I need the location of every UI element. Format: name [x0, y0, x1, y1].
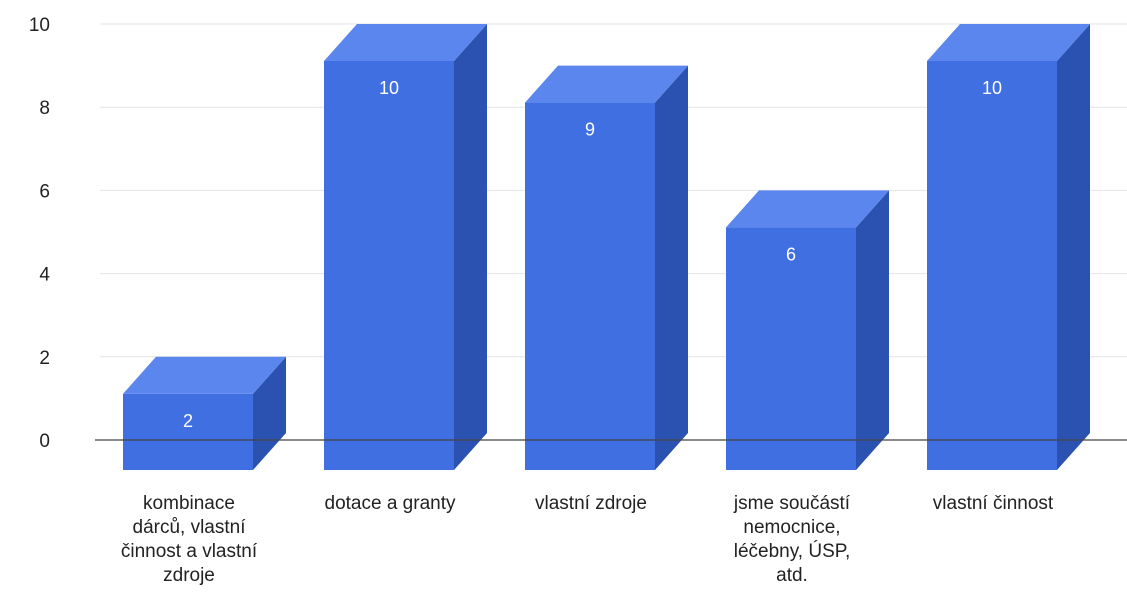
- x-axis-labels: kombinace dárců, vlastní činnost a vlastní…: [121, 493, 1054, 586]
- x-category-label: kombinace dárců, vlastní činnost a vlastní…: [121, 493, 258, 586]
- data-label: 2: [183, 411, 193, 431]
- y-tick-label: 2: [39, 348, 50, 369]
- y-tick-label: 10: [29, 15, 50, 36]
- x-category-label-line: vlastní zdroje: [535, 493, 647, 514]
- x-category-label-line: atd.: [776, 565, 808, 586]
- bar: 2: [123, 356, 286, 470]
- x-category-label-line: jsme součástí: [733, 493, 851, 514]
- bar-top: [525, 65, 688, 103]
- bar-front: [726, 227, 856, 470]
- bar-top: [123, 356, 286, 394]
- bar-top: [927, 24, 1090, 61]
- bar-front: [324, 61, 454, 470]
- bar-side: [856, 190, 889, 470]
- bar-top: [726, 190, 889, 228]
- bar-front: [525, 102, 655, 470]
- bar-side: [454, 24, 487, 470]
- y-tick-label: 8: [39, 98, 50, 119]
- x-category-label-line: činnost a vlastní: [121, 541, 258, 562]
- data-label: 10: [379, 78, 399, 98]
- y-axis: 0 2 4 6 8 10: [29, 15, 51, 452]
- x-category-label: jsme součástí nemocnice, léčebny, ÚSP, atd.: [733, 493, 851, 586]
- bar: 10: [927, 24, 1090, 470]
- x-category-label-line: léčebny, ÚSP,: [734, 540, 851, 562]
- data-label: 9: [585, 120, 595, 140]
- bars: 2 10 9 6 10: [123, 24, 1090, 470]
- x-category-label-line: zdroje: [163, 565, 215, 586]
- bar: 10: [324, 24, 487, 470]
- data-label: 10: [982, 78, 1002, 98]
- bar-side: [253, 356, 286, 470]
- x-category-label-line: dárců, vlastní: [133, 517, 247, 538]
- x-category-label-line: kombinace: [143, 493, 235, 514]
- x-category-label: vlastní zdroje: [535, 493, 647, 514]
- x-category-label: dotace a granty: [325, 493, 456, 514]
- x-category-label: vlastní činnost: [933, 493, 1054, 514]
- bar: 6: [726, 190, 889, 470]
- x-category-label-line: dotace a granty: [325, 493, 456, 514]
- y-tick-label: 6: [39, 181, 50, 202]
- bar-top: [324, 24, 487, 61]
- x-category-label-line: nemocnice,: [743, 517, 840, 538]
- y-tick-label: 4: [39, 265, 50, 286]
- y-tick-label: 0: [39, 431, 50, 452]
- bar: 9: [525, 65, 688, 470]
- bar-side: [655, 65, 688, 470]
- bar-front: [927, 61, 1057, 470]
- bar-side: [1057, 24, 1090, 470]
- bar-front: [123, 393, 253, 470]
- data-label: 6: [786, 244, 796, 264]
- x-category-label-line: vlastní činnost: [933, 493, 1054, 514]
